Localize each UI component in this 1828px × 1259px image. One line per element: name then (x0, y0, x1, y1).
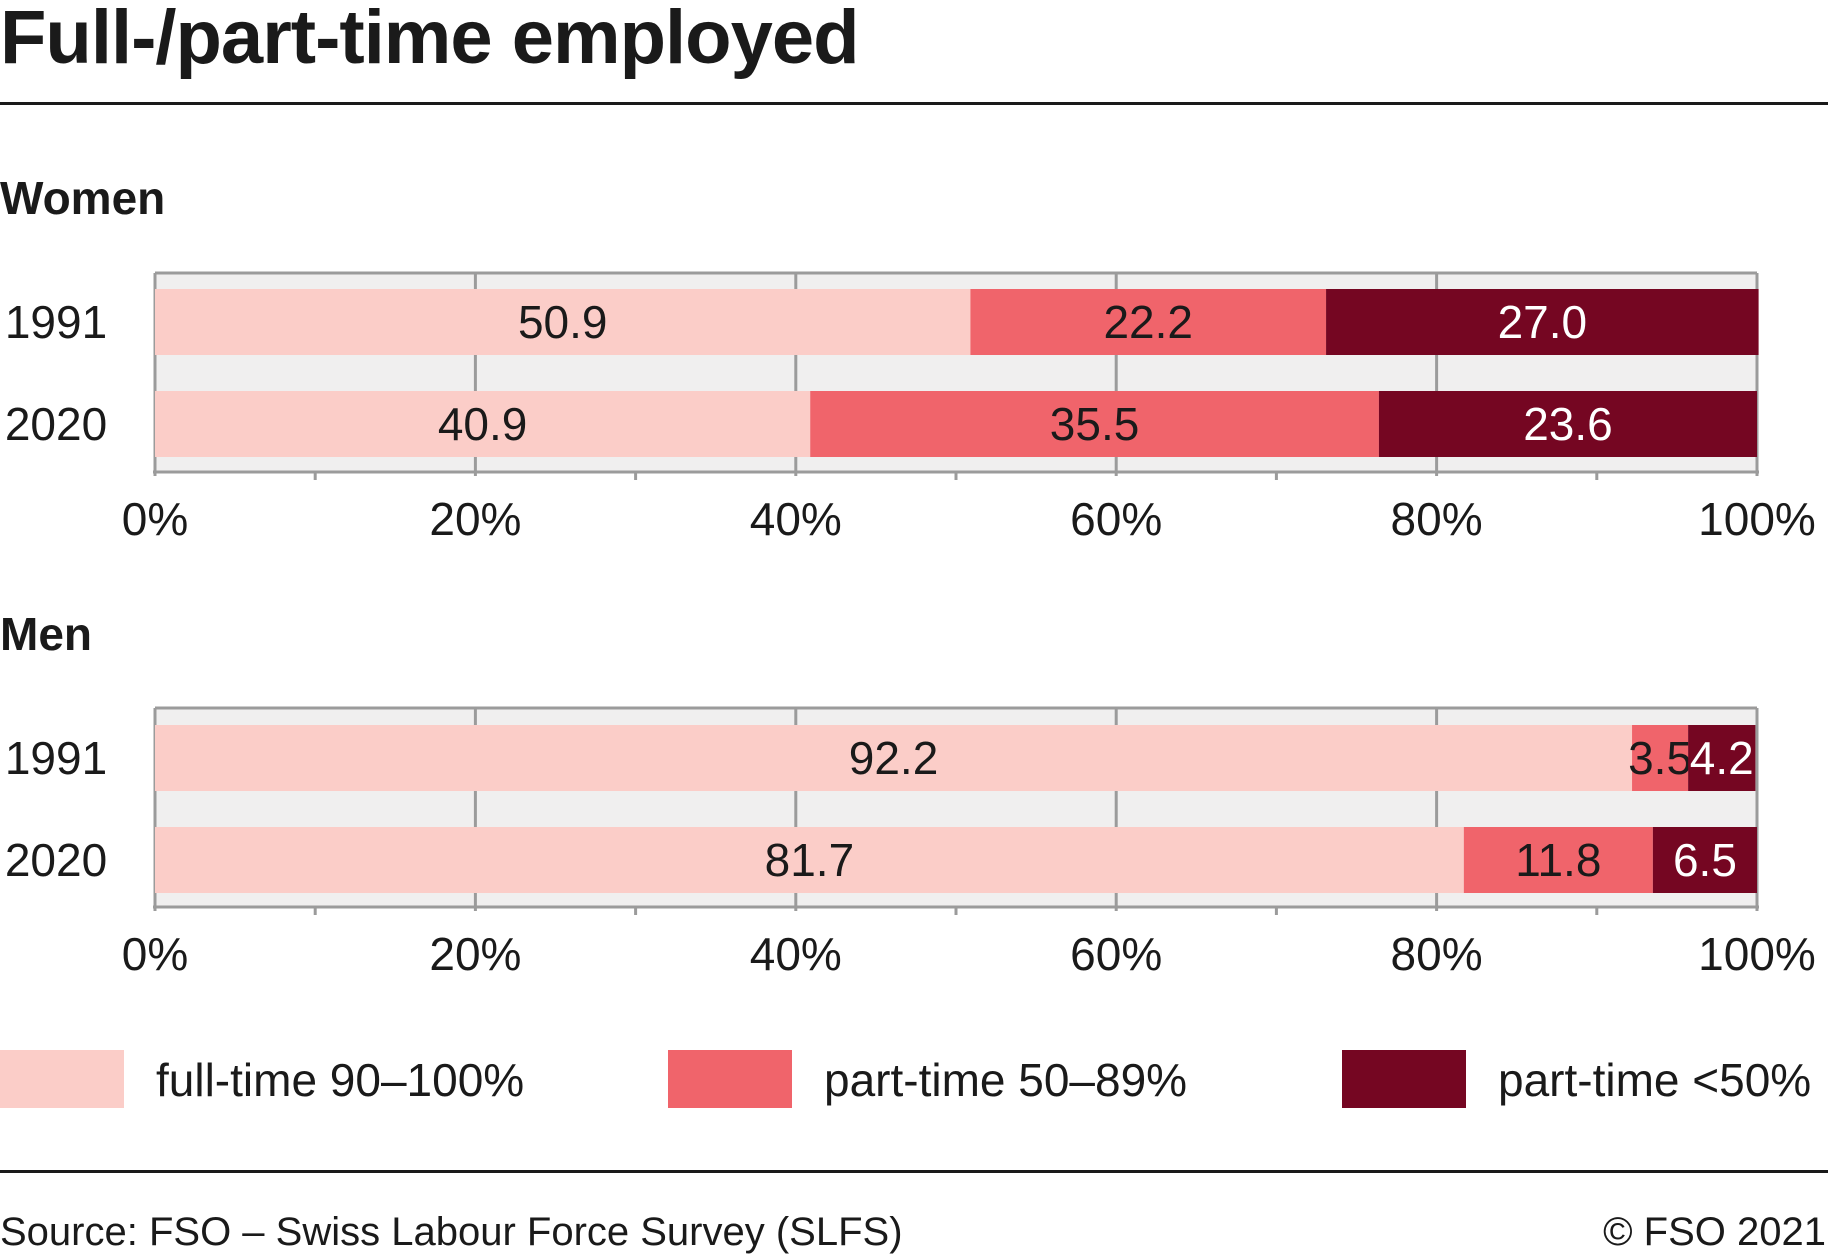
legend-label: part-time <50% (1498, 1054, 1811, 1106)
bottom-rule (0, 1170, 1828, 1173)
data-label: 22.2 (1103, 296, 1193, 348)
x-tick-label: 100% (1698, 493, 1816, 545)
bar-segment (1378, 391, 1757, 457)
panel-title: Women (0, 172, 165, 224)
data-label: 35.5 (1050, 398, 1140, 450)
legend-label: part-time 50–89% (824, 1054, 1187, 1106)
data-label: 50.9 (518, 296, 608, 348)
bar-segment (1463, 827, 1653, 893)
data-label: 6.5 (1673, 834, 1737, 886)
data-label: 11.8 (1515, 834, 1601, 886)
source-note: Source: FSO – Swiss Labour Force Survey … (0, 1210, 903, 1254)
bar-segment (155, 289, 971, 355)
bar-segment (155, 725, 1633, 791)
legend-swatch (1342, 1050, 1466, 1108)
x-tick-label: 60% (1070, 493, 1162, 545)
x-tick-label: 40% (750, 493, 842, 545)
category-label: 2020 (5, 834, 107, 886)
x-tick-label: 0% (122, 493, 188, 545)
top-rule (0, 102, 1828, 105)
bar-segment (1688, 725, 1756, 791)
data-label: 23.6 (1523, 398, 1613, 450)
panel-title: Men (0, 608, 92, 660)
x-tick-label: 60% (1070, 928, 1162, 980)
category-label: 2020 (5, 398, 107, 450)
legend-swatch (0, 1050, 124, 1108)
bar-segment (1632, 725, 1689, 791)
data-label: 92.2 (849, 732, 939, 784)
bar-segment (1326, 289, 1759, 355)
x-tick-label: 40% (750, 928, 842, 980)
data-label: 27.0 (1498, 296, 1588, 348)
x-tick-label: 20% (429, 493, 521, 545)
data-label: 81.7 (765, 834, 855, 886)
category-label: 1991 (5, 296, 107, 348)
bar-segment (155, 391, 811, 457)
bar-segment (1652, 827, 1757, 893)
x-tick-label: 0% (122, 928, 188, 980)
chart-title: Full-/part-time employed (0, 0, 860, 80)
bar-segment (155, 827, 1464, 893)
category-label: 1991 (5, 732, 107, 784)
x-tick-label: 100% (1698, 928, 1816, 980)
data-label: 3.5 (1628, 732, 1692, 784)
legend-label: full-time 90–100% (156, 1054, 524, 1106)
x-tick-label: 20% (429, 928, 521, 980)
legend-swatch (668, 1050, 792, 1108)
bar-segment (810, 391, 1379, 457)
copyright-note: © FSO 2021 (1603, 1210, 1826, 1254)
data-label: 40.9 (438, 398, 528, 450)
bar-segment (970, 289, 1327, 355)
x-tick-label: 80% (1391, 928, 1483, 980)
data-label: 4.2 (1690, 732, 1754, 784)
x-tick-label: 80% (1391, 493, 1483, 545)
